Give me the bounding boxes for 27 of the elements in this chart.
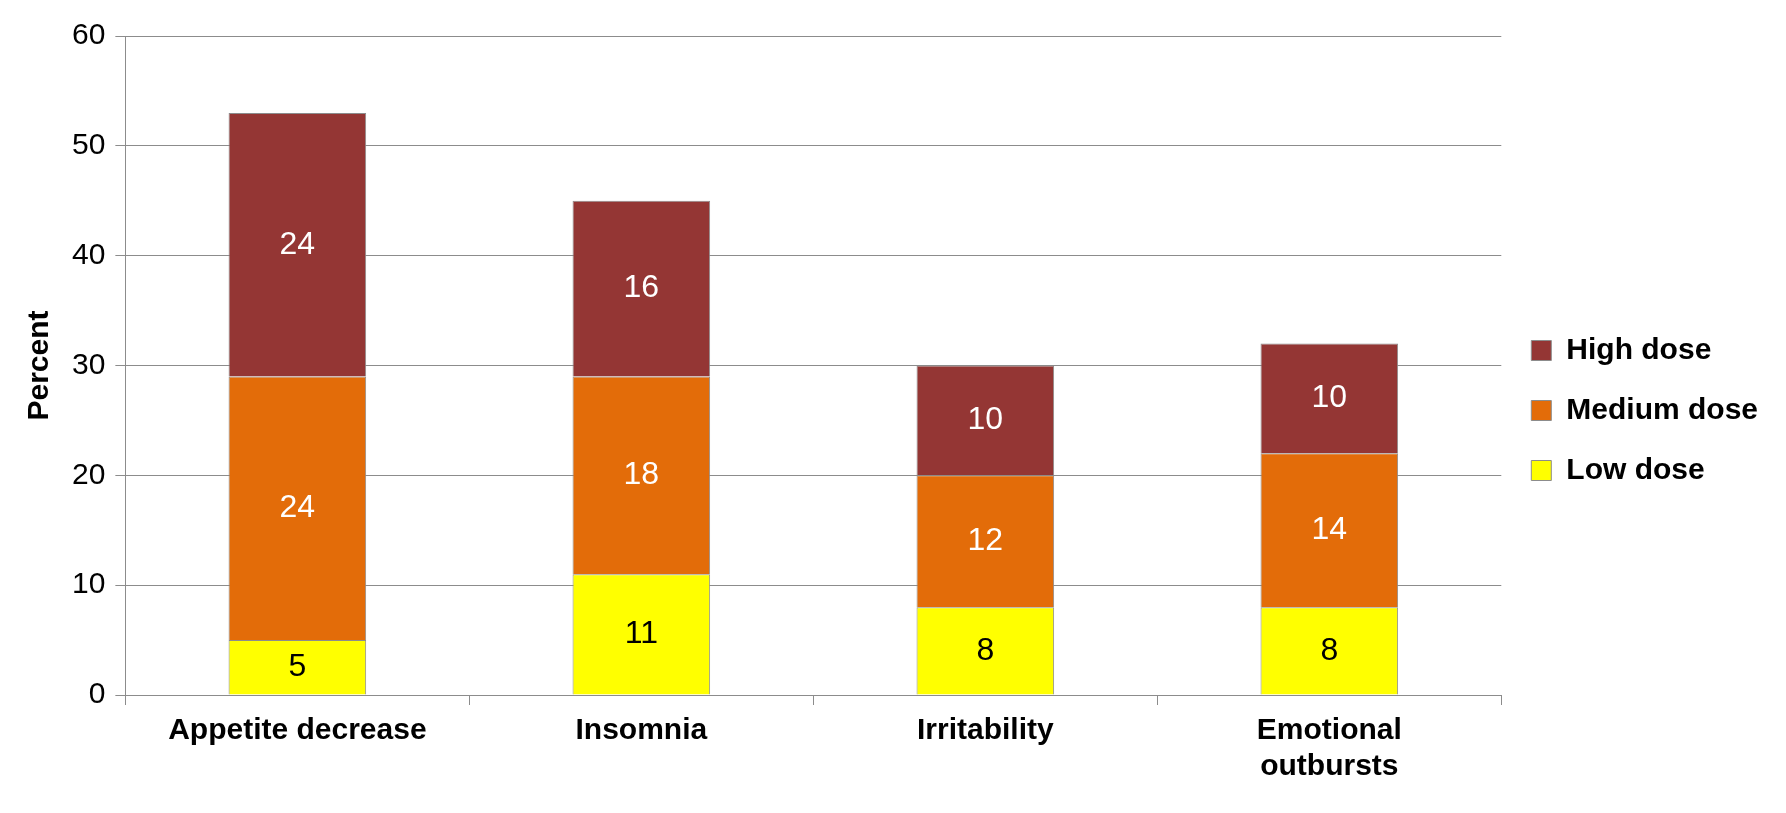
y-tick-label: 30 <box>71 346 106 380</box>
data-label: 10 <box>1311 378 1348 415</box>
data-label: 5 <box>288 647 307 684</box>
data-label: 8 <box>976 630 995 667</box>
x-tick-label: Appetite decrease <box>168 712 427 746</box>
x-tick-label: Emotional outbursts <box>1256 712 1402 782</box>
data-label: 10 <box>967 400 1004 437</box>
data-label: 14 <box>1311 510 1348 547</box>
y-tick-label: 10 <box>71 566 106 600</box>
data-label: 24 <box>279 224 316 261</box>
x-tick-label: Insomnia <box>575 712 708 746</box>
y-axis-title: Percent <box>21 310 55 421</box>
y-tick-label: 0 <box>88 676 106 710</box>
data-label: 24 <box>279 488 316 525</box>
data-label: 18 <box>623 455 660 492</box>
y-tick-label: 50 <box>71 127 106 161</box>
y-tick-label: 60 <box>71 17 106 51</box>
legend-label: Low dose <box>1566 451 1705 485</box>
y-tick-label: 20 <box>71 456 106 490</box>
legend-label: High dose <box>1566 331 1712 365</box>
data-label: 11 <box>624 614 658 651</box>
legend-label: Medium dose <box>1566 391 1759 425</box>
data-label: 12 <box>967 521 1004 558</box>
data-label: 8 <box>1320 630 1339 667</box>
data-label: 16 <box>623 268 660 305</box>
x-tick-label: Irritability <box>916 712 1054 746</box>
y-tick-label: 40 <box>71 236 106 270</box>
